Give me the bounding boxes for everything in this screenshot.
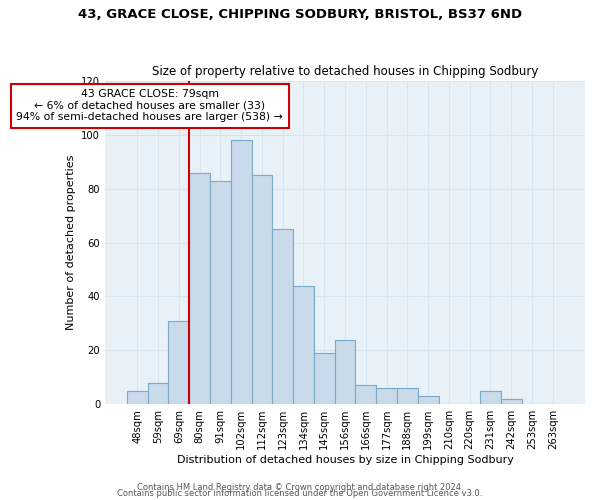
Bar (501, 399, 521, 404)
Bar (418, 396, 439, 404)
Y-axis label: Number of detached properties: Number of detached properties (65, 155, 76, 330)
Bar (355, 386, 376, 404)
Bar (251, 176, 272, 404)
Bar (148, 382, 169, 404)
Bar (293, 286, 314, 404)
Bar (169, 320, 189, 404)
Bar (335, 340, 355, 404)
Bar (127, 390, 148, 404)
Bar (376, 388, 397, 404)
Bar (480, 390, 501, 404)
Bar (397, 388, 418, 404)
Bar (272, 229, 293, 404)
Bar (189, 172, 210, 404)
Text: 43 GRACE CLOSE: 79sqm
← 6% of detached houses are smaller (33)
94% of semi-detac: 43 GRACE CLOSE: 79sqm ← 6% of detached h… (16, 89, 283, 122)
Bar (314, 353, 335, 404)
X-axis label: Distribution of detached houses by size in Chipping Sodbury: Distribution of detached houses by size … (176, 455, 514, 465)
Title: Size of property relative to detached houses in Chipping Sodbury: Size of property relative to detached ho… (152, 66, 538, 78)
Text: Contains public sector information licensed under the Open Government Licence v3: Contains public sector information licen… (118, 490, 482, 498)
Text: 43, GRACE CLOSE, CHIPPING SODBURY, BRISTOL, BS37 6ND: 43, GRACE CLOSE, CHIPPING SODBURY, BRIST… (78, 8, 522, 20)
Bar (210, 180, 231, 404)
Bar (231, 140, 251, 404)
Text: Contains HM Land Registry data © Crown copyright and database right 2024.: Contains HM Land Registry data © Crown c… (137, 484, 463, 492)
